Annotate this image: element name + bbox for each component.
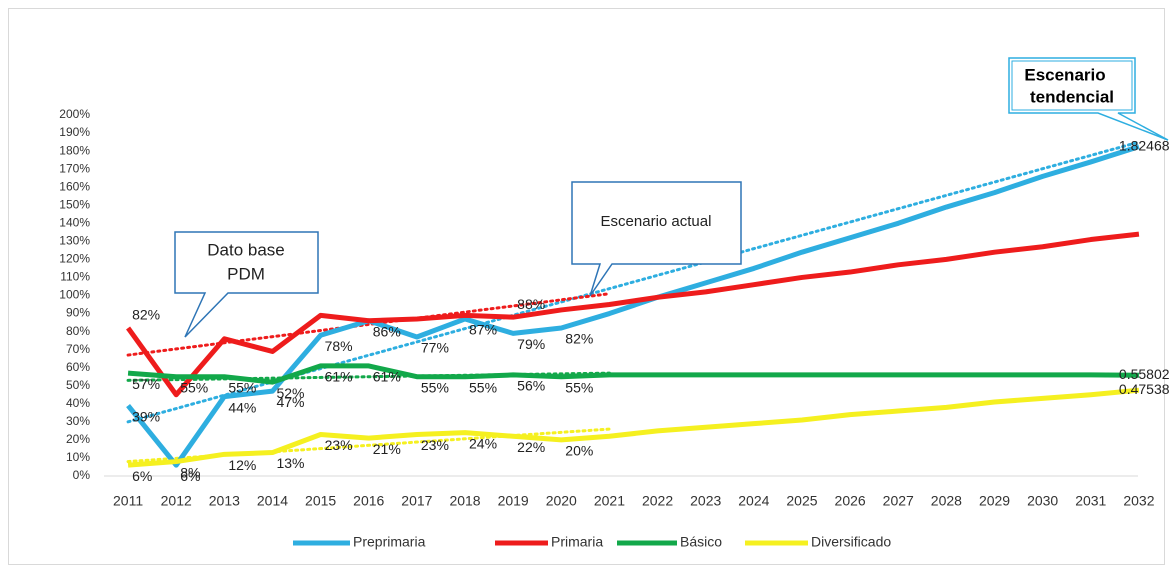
- annotation-line: Dato base: [207, 240, 285, 259]
- annotation-line: tendencial: [1030, 87, 1114, 106]
- y-tick-label: 110%: [60, 270, 90, 284]
- x-tick-label: 2019: [498, 493, 529, 509]
- data-label: 6%: [180, 468, 200, 484]
- x-tick-label: 2018: [449, 493, 480, 509]
- data-label: 8%: [180, 464, 200, 480]
- annotations: Dato base PDM Escenario actual Escenario…: [174, 57, 1169, 338]
- data-label: 47%: [276, 394, 304, 410]
- y-tick-label: 190%: [59, 125, 90, 139]
- y-tick-label: 70%: [66, 342, 90, 356]
- y-tick-label: 20%: [66, 432, 90, 446]
- y-tick-label: 50%: [66, 378, 90, 392]
- annotation-line: Escenario: [1024, 65, 1105, 84]
- trendline: [126, 292, 611, 357]
- callout-box: [1008, 57, 1169, 141]
- data-label: 12%: [228, 457, 256, 473]
- x-tick-label: 2030: [1027, 493, 1058, 509]
- data-label: 6%: [132, 468, 152, 484]
- y-tick-label: 170%: [59, 161, 90, 175]
- y-tick-label: 80%: [66, 324, 90, 338]
- data-label: 88%: [517, 296, 545, 312]
- data-label: 0.55802: [1119, 366, 1170, 382]
- data-label: 44%: [228, 399, 256, 415]
- x-tick-label: 2017: [401, 493, 432, 509]
- legend-label: Diversificado: [811, 534, 891, 550]
- data-label: 55%: [180, 379, 208, 395]
- data-label: 87%: [469, 322, 497, 338]
- x-tick-label: 2027: [883, 493, 914, 509]
- data-label: 79%: [517, 336, 545, 352]
- x-tick-label: 2013: [209, 493, 240, 509]
- x-tick-label: 2022: [642, 493, 673, 509]
- data-label: 0.47538: [1119, 381, 1170, 397]
- data-label: 77%: [421, 340, 449, 356]
- y-tick-label: 10%: [66, 450, 90, 464]
- data-label: 20%: [565, 443, 593, 459]
- data-label: 24%: [469, 435, 497, 451]
- data-label: 21%: [373, 441, 401, 457]
- data-label: 1.82468: [1119, 137, 1170, 153]
- data-label: 52%: [276, 385, 304, 401]
- x-tick-label: 2015: [305, 493, 336, 509]
- series-line: [127, 387, 1140, 468]
- x-tick-label: 2011: [113, 493, 143, 509]
- callout-inner: [1011, 60, 1133, 111]
- callout-box: [571, 181, 742, 297]
- data-label: 39%: [132, 408, 160, 424]
- data-label: 78%: [325, 338, 353, 354]
- data-label: 55%: [565, 379, 593, 395]
- x-tick-label: 2026: [835, 493, 866, 509]
- legend-label: Primaria: [551, 534, 603, 550]
- legend-label: Básico: [680, 534, 722, 550]
- x-tick-label: 2020: [546, 493, 577, 509]
- data-label: 82%: [132, 307, 160, 323]
- data-label: 55%: [421, 379, 449, 395]
- y-tick-label: 90%: [66, 306, 90, 320]
- annotation-line: Escenario actual: [601, 213, 712, 230]
- data-label: 82%: [565, 331, 593, 347]
- y-tick-label: 160%: [59, 179, 90, 193]
- x-tick-label: 2025: [786, 493, 817, 509]
- y-tick-label: 40%: [66, 396, 90, 410]
- x-tick-label: 2031: [1075, 493, 1106, 509]
- data-label: 86%: [373, 323, 401, 339]
- y-tick-label: 150%: [59, 197, 90, 211]
- data-label: 55%: [228, 379, 256, 395]
- data-label: 22%: [517, 439, 545, 455]
- y-tick-label: 200%: [59, 107, 90, 121]
- callout-box: [174, 231, 319, 338]
- data-label: 56%: [517, 378, 545, 394]
- y-tick-label: 100%: [59, 288, 90, 302]
- y-tick-label: 130%: [59, 234, 90, 248]
- data-label: 55%: [469, 379, 497, 395]
- data-label: 61%: [325, 369, 353, 385]
- x-tick-label: 2032: [1123, 493, 1154, 509]
- data-label: 61%: [373, 369, 401, 385]
- x-tick-label: 2028: [931, 493, 962, 509]
- y-tick-label: 140%: [59, 215, 90, 229]
- data-label: 23%: [325, 437, 353, 453]
- x-tick-label: 2012: [161, 493, 192, 509]
- data-label: 13%: [276, 455, 304, 471]
- data-label: 23%: [421, 437, 449, 453]
- y-tick-label: 120%: [59, 252, 90, 266]
- x-tick-label: 2029: [979, 493, 1010, 509]
- series-line: [126, 231, 1140, 398]
- x-tick-label: 2021: [594, 493, 625, 509]
- series-line: [127, 363, 1139, 385]
- x-tick-label: 2023: [690, 493, 721, 509]
- y-tick-label: 0%: [73, 468, 91, 482]
- x-tick-label: 2014: [257, 493, 288, 509]
- series-line: [126, 144, 1140, 468]
- annotation-line: PDM: [227, 264, 265, 283]
- y-tick-label: 180%: [59, 143, 90, 157]
- x-tick-label: 2024: [738, 493, 769, 509]
- data-label: 57%: [132, 376, 160, 392]
- x-tick-label: 2016: [353, 493, 384, 509]
- legend-label: Preprimaria: [353, 534, 426, 550]
- y-tick-label: 30%: [66, 414, 90, 428]
- y-tick-label: 60%: [66, 360, 90, 374]
